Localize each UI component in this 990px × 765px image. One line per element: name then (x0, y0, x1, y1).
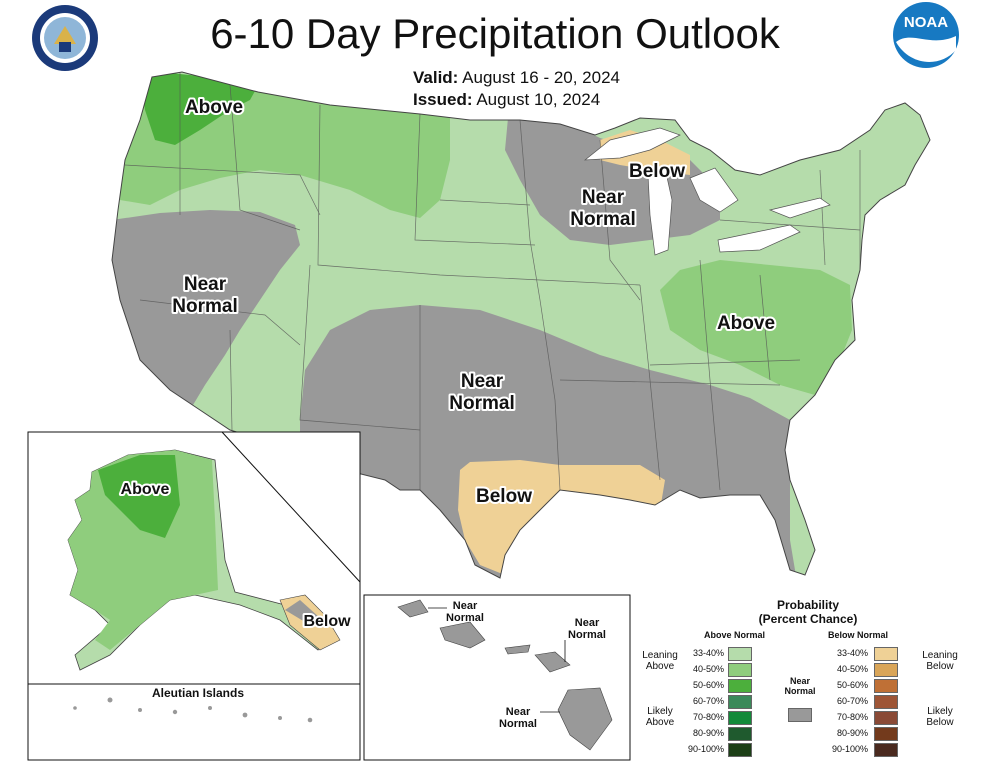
legend-above-bin-label: 90-100% (687, 744, 724, 754)
noaa-logo-icon: NOAA (893, 2, 959, 68)
legend-above-bin-label: 60-70% (692, 696, 724, 706)
label-mid-atlantic: Above (717, 313, 775, 334)
hawaii-inset: Near Normal Near Normal Near Normal (363, 594, 631, 761)
legend-leaning-above-1: Leaning (642, 650, 678, 661)
legend-near-normal: Near Normal (780, 676, 820, 696)
legend-below-bin-label: 80-90% (836, 728, 868, 738)
label-pacific-nw: Above (185, 97, 243, 118)
label-kauai-1: Near (453, 600, 478, 612)
legend-below-bin-swatch (874, 711, 898, 725)
label-maui-2: Normal (568, 629, 606, 641)
label-great-basin-1: Near (184, 274, 227, 295)
issued-label: Issued: (413, 90, 473, 109)
label-alaska-below: Below (303, 613, 351, 630)
commerce-seal-icon (32, 5, 98, 71)
legend-likely-below-1: Likely (927, 706, 953, 717)
great-lakes (583, 127, 831, 256)
issued-line: Issued: August 10, 2024 (413, 90, 600, 110)
legend-leaning-above-2: Above (645, 661, 675, 672)
legend-above-bin-label: 40-50% (692, 664, 724, 674)
legend-leaning-below-2: Below (926, 661, 954, 672)
legend-above-bin-swatch (728, 679, 752, 693)
alaska-inset: Above Below Aleutian Islands (27, 431, 361, 761)
valid-dates: August 16 - 20, 2024 (462, 68, 620, 87)
label-southern-plains-1: Near (461, 371, 504, 392)
label-big-island-1: Near (506, 706, 531, 718)
legend-near-normal-swatch (788, 708, 812, 722)
legend-below-bin-label: 40-50% (836, 664, 868, 674)
legend-likely-below-2: Below (926, 717, 954, 728)
legend-above-bin-swatch (728, 647, 752, 661)
legend-near-normal-2: Normal (784, 686, 816, 696)
legend-above-bin-swatch (728, 663, 752, 677)
legend-likely-above: Likely Above (638, 706, 682, 728)
legend-above-bin-swatch (728, 695, 752, 709)
label-great-basin-2: Normal (172, 296, 237, 317)
legend-below-bin-swatch (874, 679, 898, 693)
label-alaska-above: Above (121, 481, 170, 498)
legend: Probability (Percent Chance) Above Norma… (632, 596, 984, 762)
legend-likely-below: Likely Below (918, 706, 962, 728)
legend-leaning-below-1: Leaning (922, 650, 958, 661)
legend-above-bin-label: 50-60% (692, 680, 724, 690)
valid-line: Valid: August 16 - 20, 2024 (413, 68, 620, 88)
label-upper-midwest-2: Normal (570, 209, 635, 230)
label-michigan-below: Below (629, 161, 685, 182)
legend-near-normal-1: Near (789, 676, 810, 686)
legend-below-header: Below Normal (828, 630, 889, 640)
legend-below-bin-label: 50-60% (836, 680, 868, 690)
legend-below-bin-swatch (874, 743, 898, 757)
legend-below-bin-swatch (874, 727, 898, 741)
label-maui-1: Near (575, 617, 600, 629)
legend-above-bin-swatch (728, 727, 752, 741)
legend-above-bin-label: 80-90% (692, 728, 724, 738)
label-texas-below: Below (476, 486, 532, 507)
legend-below-bin-label: 60-70% (836, 696, 868, 706)
label-upper-midwest-1: Near (582, 187, 625, 208)
valid-label: Valid: (413, 68, 459, 87)
legend-below-bin-swatch (874, 663, 898, 677)
legend-above-header: Above Normal (704, 630, 766, 640)
legend-leaning-below: Leaning Below (918, 650, 962, 672)
legend-title-1: Probability (776, 598, 839, 612)
label-big-island-2: Normal (499, 718, 537, 730)
legend-likely-above-2: Above (645, 717, 675, 728)
map-title: 6-10 Day Precipitation Outlook (210, 10, 780, 57)
legend-title-2: (Percent Chance) (758, 612, 858, 626)
legend-below-bin-label: 90-100% (831, 744, 868, 754)
issued-date: August 10, 2024 (476, 90, 601, 109)
aleutian-islands-title: Aleutian Islands (152, 686, 244, 700)
legend-below-bin-label: 33-40% (836, 648, 868, 658)
legend-above-bin-swatch (728, 743, 752, 757)
legend-likely-above-1: Likely (647, 706, 673, 717)
legend-below-bin-label: 70-80% (836, 712, 868, 722)
legend-below-bin-swatch (874, 647, 898, 661)
legend-above-bin-swatch (728, 711, 752, 725)
noaa-logo-text: NOAA (904, 14, 948, 31)
label-southern-plains-2: Normal (449, 393, 514, 414)
legend-below-bin-swatch (874, 695, 898, 709)
legend-above-bin-label: 33-40% (692, 648, 724, 658)
label-kauai-2: Normal (446, 612, 484, 624)
legend-leaning-above: Leaning Above (638, 650, 682, 672)
legend-above-bin-label: 70-80% (692, 712, 724, 722)
